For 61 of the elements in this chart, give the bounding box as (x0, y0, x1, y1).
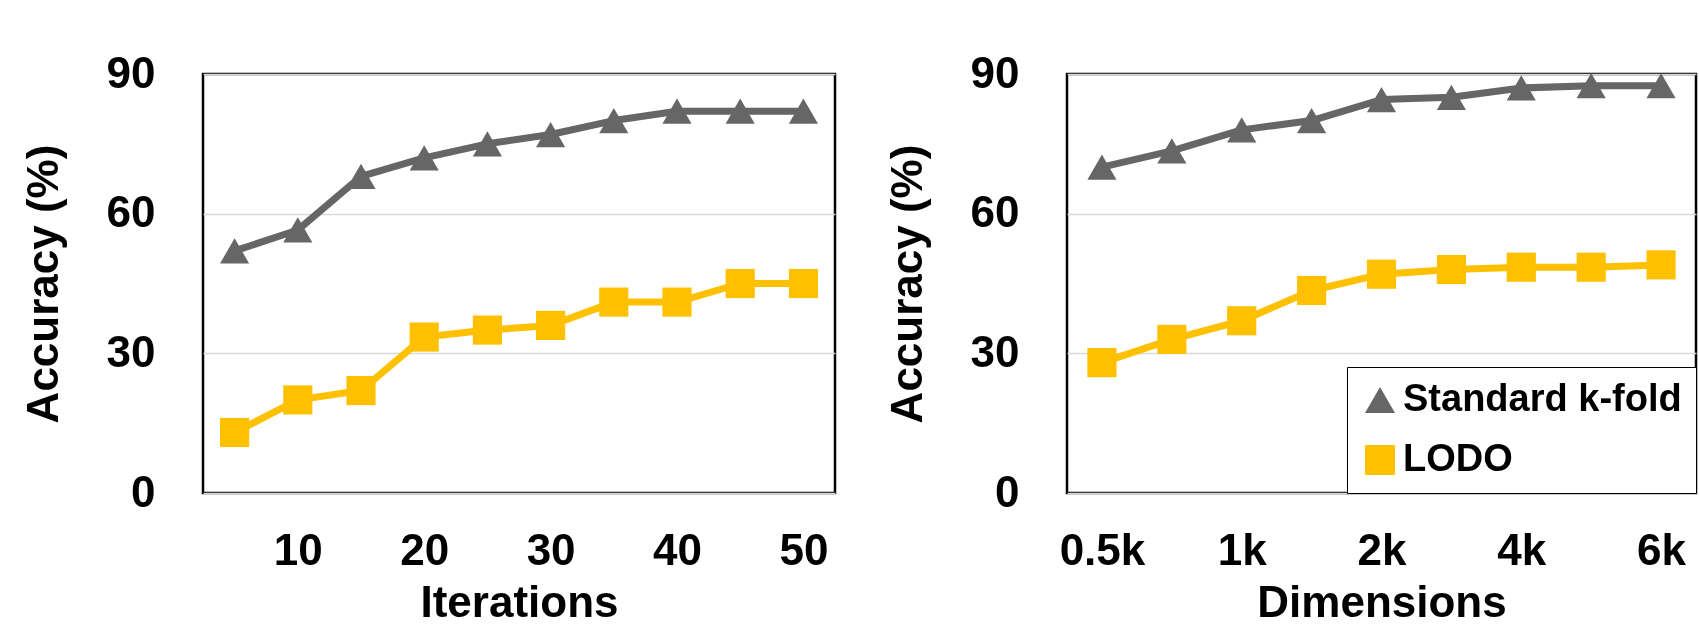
point (536, 121, 566, 148)
x-tick-label: 0.5k (1059, 524, 1146, 574)
legend-label: LODO (1403, 437, 1513, 479)
y-axis-title: Accuracy (%) (17, 144, 67, 424)
y-tick-label: 90 (970, 47, 1020, 97)
point (1436, 254, 1466, 285)
point (283, 385, 313, 415)
point (599, 107, 629, 134)
point (1297, 107, 1327, 134)
point (599, 287, 629, 317)
y-tick-label: 60 (970, 187, 1020, 237)
x-tick-label: 40 (653, 524, 702, 574)
point (1227, 117, 1257, 143)
y-tick-label: 30 (106, 326, 156, 376)
point (662, 98, 692, 124)
y-tick-label: 30 (970, 326, 1020, 376)
point (409, 145, 439, 171)
x-tick-label: 20 (400, 524, 450, 574)
point (1576, 73, 1606, 99)
x-tick-label: 50 (779, 524, 829, 574)
point (220, 417, 250, 448)
point (788, 98, 818, 124)
point (1576, 252, 1606, 282)
point (1506, 252, 1536, 282)
y-tick-label: 0 (131, 466, 156, 516)
point (1436, 84, 1466, 110)
point (1297, 275, 1327, 306)
point (662, 287, 692, 317)
point (409, 322, 439, 352)
point (283, 217, 313, 243)
x-tick-label: 4k (1497, 524, 1547, 574)
point (1227, 306, 1257, 336)
x-tick-label: 1k (1217, 524, 1268, 574)
y-tick-label: 0 (995, 466, 1020, 516)
y-tick-label: 90 (106, 47, 156, 97)
point (1506, 75, 1536, 101)
x-tick-label: 6k (1637, 524, 1687, 574)
y-axis-title: Accuracy (%) (881, 144, 931, 424)
x-axis-title: Dimensions (1257, 576, 1507, 626)
legend-label: Standard k-fold (1403, 377, 1682, 419)
point (1087, 154, 1117, 180)
point (346, 376, 376, 406)
point (472, 131, 502, 157)
point (1087, 348, 1117, 378)
point (788, 268, 818, 299)
y-tick-label: 60 (106, 187, 156, 237)
point (220, 238, 250, 264)
point (725, 268, 755, 299)
point (1646, 73, 1676, 99)
x-tick-label: 2k (1357, 524, 1407, 574)
point (1157, 138, 1187, 164)
x-tick-label: 10 (273, 524, 323, 574)
point (1366, 86, 1397, 113)
point (1157, 324, 1187, 354)
x-tick-label: 30 (526, 524, 576, 574)
point (472, 315, 502, 345)
point (536, 310, 566, 340)
point (1646, 250, 1676, 280)
point (725, 98, 755, 124)
point (1366, 259, 1397, 289)
x-axis-title: Iterations (420, 576, 619, 626)
